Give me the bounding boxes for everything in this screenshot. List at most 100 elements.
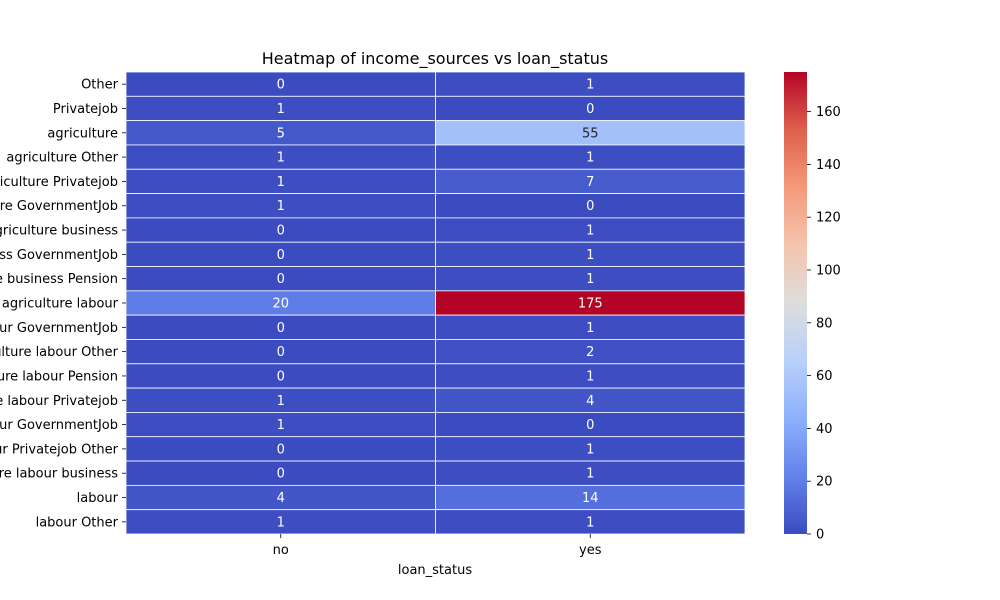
cell-value-label: 1: [586, 224, 594, 239]
cell-value-label: 175: [578, 297, 603, 312]
heatmap-cell: [435, 168, 746, 194]
cell-value-label: 0: [277, 224, 285, 239]
row-label: agriculture business: [0, 224, 118, 239]
cell-value-label: 5: [277, 126, 285, 141]
row-label: agriculture labour business: [0, 467, 118, 482]
heatmap-cell: [435, 241, 746, 267]
row-label: labour: [77, 491, 119, 506]
chart-title: Heatmap of income_sources vs loan_status: [262, 49, 608, 69]
heatmap-cell: [435, 484, 746, 511]
heatmap-cell: [435, 266, 746, 292]
row-label: agriculture business GovernmentJob: [0, 248, 118, 263]
colorbar-tick-label: 80: [816, 316, 833, 331]
cell-value-label: 1: [277, 151, 285, 166]
cell-value-label: 0: [277, 345, 285, 360]
heatmap-cell: [125, 363, 436, 389]
heatmap-cell: [125, 436, 436, 462]
cell-value-label: 0: [277, 369, 285, 384]
cell-value-label: 0: [277, 248, 285, 263]
colorbar-tick-label: 120: [816, 211, 841, 226]
cell-value-label: 0: [277, 442, 285, 457]
heatmap-cell: [435, 71, 746, 97]
heatmap-cell: [125, 387, 436, 413]
cell-value-label: 1: [277, 102, 285, 117]
cell-value-label: 1: [586, 467, 594, 482]
row-label: agriculture labour Pension: [0, 369, 118, 384]
cell-value-label: 1: [586, 151, 594, 166]
row-label: agriculture labour Privatejob: [0, 394, 118, 409]
heatmap-cell: [125, 290, 436, 316]
heatmap-cell: [125, 509, 436, 535]
heatmap-cell: [125, 412, 436, 438]
heatmap-cell: [435, 290, 746, 316]
column-labels: no yes: [273, 534, 602, 558]
cell-value-label: 1: [277, 394, 285, 409]
cell-value-label: 7: [586, 175, 594, 190]
cell-value-label: 1: [277, 515, 285, 530]
row-label: agriculture agriculture labour: [0, 297, 119, 312]
cell-value-label: 1: [586, 442, 594, 457]
row-label: Other: [81, 78, 119, 93]
heatmap-cell: [435, 120, 746, 146]
cell-value-label: 0: [277, 321, 285, 336]
cell-value-label: 1: [277, 199, 285, 214]
row-label: agriculture Other: [6, 151, 118, 166]
row-label: agriculture Privatejob: [0, 175, 118, 190]
colorbar-tick-label: 40: [816, 422, 833, 437]
cell-value-label: 20: [272, 297, 289, 312]
colorbar-tick-label: 0: [816, 528, 824, 543]
heatmap-cell: [435, 412, 746, 438]
row-labels: Other Privatejob agriculture agriculture Ot…: [0, 78, 126, 530]
colorbar-tick-label: 20: [816, 475, 833, 490]
heatmap-cell: [435, 314, 746, 340]
cell-value-label: 14: [582, 491, 599, 506]
cell-value-label: 1: [586, 369, 594, 384]
heatmap-cell: [435, 217, 746, 243]
heatmap-cell: [435, 144, 746, 170]
cell-value-label: 0: [586, 199, 594, 214]
heatmap-cell: [125, 71, 436, 97]
colorbar-ticks: 0 20 40 60 80 100 120 140 160: [807, 105, 841, 543]
cell-value-label: 0: [586, 102, 594, 117]
x-axis-label: loan_status: [398, 563, 472, 578]
cell-value-label: 1: [586, 248, 594, 263]
colorbar-tick-label: 140: [816, 158, 841, 173]
row-label: agriculture labour GovernmentJob: [0, 321, 118, 336]
heatmap-cell: [125, 314, 436, 340]
row-label: labour Other: [36, 515, 119, 530]
cell-value-label: 0: [277, 467, 285, 482]
cell-value-label: 4: [277, 491, 285, 506]
cell-value-label: 0: [586, 418, 594, 433]
row-label: agriculture: [47, 126, 118, 141]
cell-value-label: 1: [586, 78, 594, 93]
heatmap-cell: [125, 95, 436, 122]
cell-value-label: 1: [277, 418, 285, 433]
cell-value-label: 1: [277, 175, 285, 190]
colorbar-tick-label: 100: [816, 264, 841, 279]
cell-value-label: 1: [586, 272, 594, 287]
heatmap-cell: [435, 339, 746, 365]
row-label: labour Privatejob Other: [0, 442, 119, 457]
cell-value-label: 2: [586, 345, 594, 360]
cell-value-label: 0: [277, 272, 285, 287]
row-label: agriculture labour Other: [0, 345, 119, 360]
cell-value-label: 0: [277, 78, 285, 93]
heatmap-cell: [125, 339, 436, 365]
row-label: agriculture GovernmentJob: [0, 199, 118, 214]
cell-value-label: 55: [582, 126, 599, 141]
column-label: no: [273, 543, 289, 558]
row-label: Privatejob: [53, 102, 118, 117]
heatmap-cell: [435, 95, 746, 122]
cell-value-label: 4: [586, 394, 594, 409]
row-label: agriculture business Pension: [0, 272, 118, 287]
cell-value-label: 1: [586, 321, 594, 336]
row-label: labour GovernmentJob: [0, 418, 118, 433]
heatmap-cell: [435, 193, 746, 219]
heatmap-cell: [435, 363, 746, 389]
colorbar-tick-label: 160: [816, 105, 841, 120]
heatmap-cell: [435, 387, 746, 413]
colorbar: [784, 72, 807, 534]
cell-value-label: 1: [586, 515, 594, 530]
